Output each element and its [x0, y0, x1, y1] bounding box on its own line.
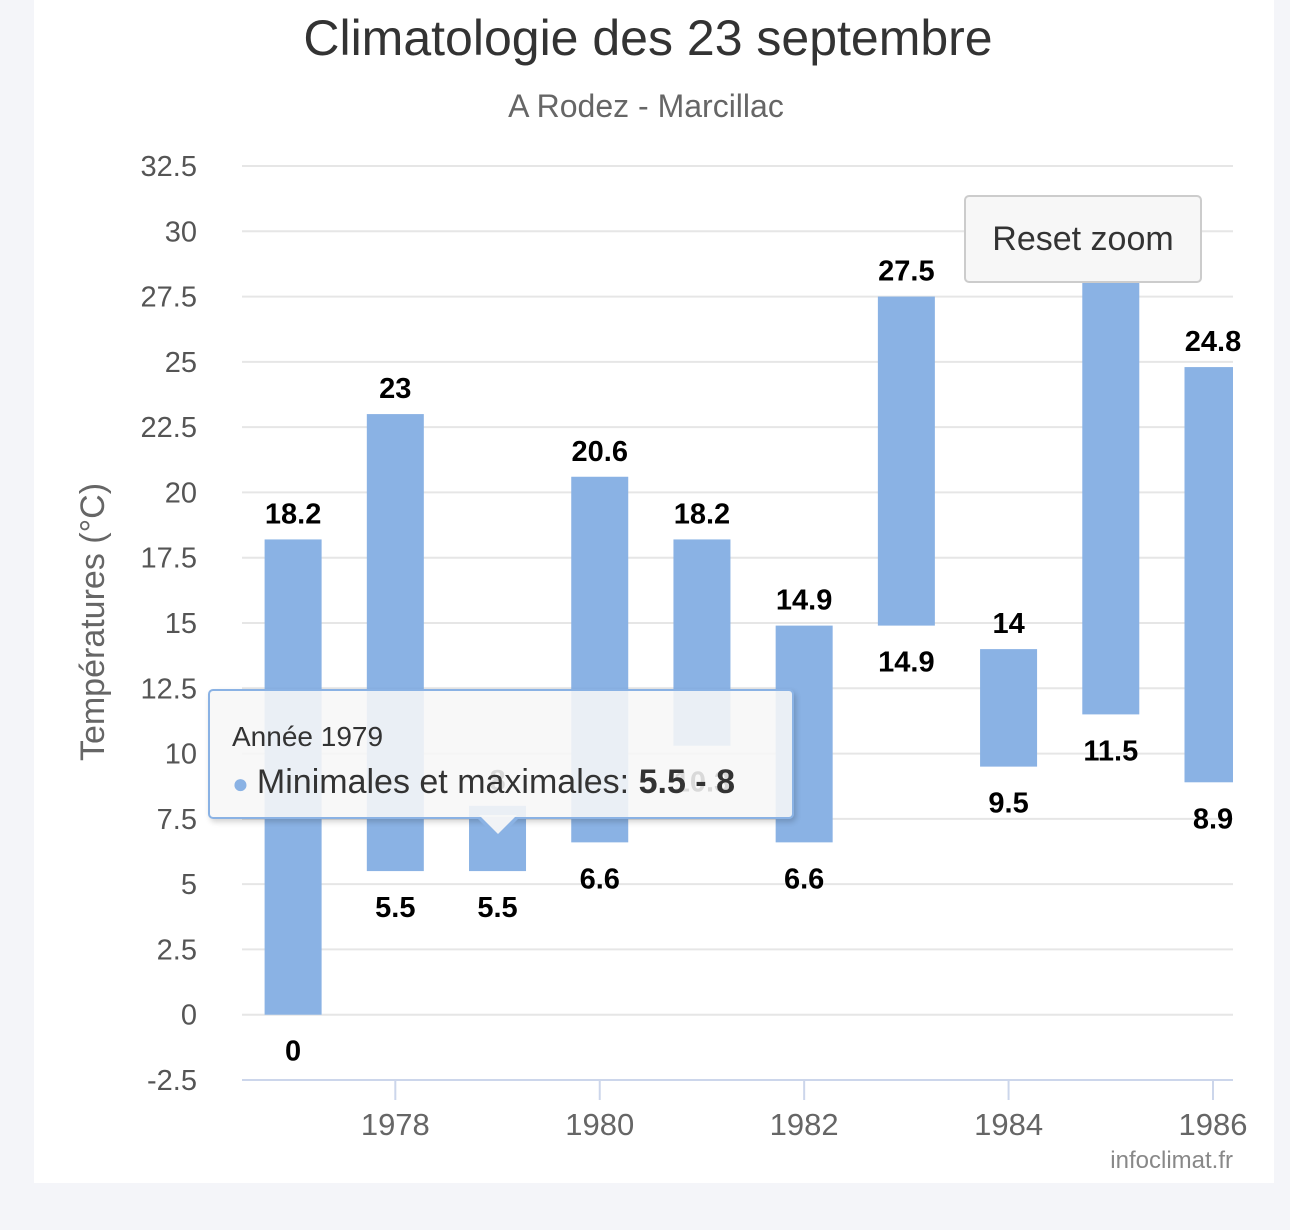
y-tick-label: 0: [181, 1000, 197, 1032]
range-bar: [877, 296, 935, 626]
y-tick-label: 17.5: [141, 543, 197, 575]
data-label-high: 14: [992, 608, 1024, 640]
data-labels: 18.20235.585.520.66.618.210.314.96.627.5…: [265, 190, 1241, 1067]
credit-link[interactable]: infoclimat.fr: [1110, 1147, 1233, 1174]
data-label-low: 6.6: [580, 863, 620, 895]
tooltip-pointer-fill: [479, 815, 517, 834]
series-marker-icon: ●: [232, 768, 249, 799]
data-label-high: 24.8: [1185, 326, 1241, 358]
data-label-high: 23: [379, 373, 411, 405]
y-tick-label: -2.5: [147, 1065, 197, 1097]
tooltip: Année 1979 ● Minimales et maximales: 5.5 …: [208, 689, 794, 819]
data-label-low: 5.5: [477, 892, 517, 924]
data-label-low: 9.5: [988, 788, 1028, 820]
range-bar: [1184, 367, 1233, 783]
data-label-high: 14.9: [776, 585, 832, 617]
tooltip-row: ● Minimales et maximales: 5.5 - 8: [232, 763, 735, 802]
data-label-low: 11.5: [1083, 735, 1138, 767]
y-tick-label: 32.5: [141, 151, 197, 183]
y-tick-label: 7.5: [157, 804, 197, 836]
x-tick-label: 1978: [361, 1107, 430, 1142]
reset-zoom-button[interactable]: Reset zoom: [964, 195, 1202, 283]
y-axis-title: Températures (°C): [74, 483, 112, 761]
range-bar: [980, 649, 1038, 767]
x-axis: 1978 1980 1982 1984 1986: [242, 1079, 1248, 1142]
data-label-high: 20.6: [572, 436, 628, 468]
tooltip-header: Année 1979: [232, 721, 384, 752]
data-label-low: 14.9: [878, 647, 934, 679]
y-tick-label: 25: [165, 347, 197, 379]
y-tick-label: 20: [165, 477, 197, 509]
y-tick-label: 10: [165, 739, 197, 771]
data-label-high: 18.2: [265, 498, 321, 530]
y-tick-label: 30: [165, 216, 197, 248]
y-axis-ticks: 32.5 30 27.5 25 22.5 20 17.5 15 12.5 10 7.5 5 2.5 0 -2…: [141, 151, 197, 1097]
data-label-low: 6.6: [784, 863, 824, 895]
y-tick-label: 22.5: [141, 412, 197, 444]
data-label-high: 18.2: [674, 498, 730, 530]
x-tick-label: 1984: [974, 1107, 1043, 1142]
y-tick-label: 15: [165, 608, 197, 640]
y-tick-label: 27.5: [141, 282, 197, 314]
range-bar: [1082, 231, 1140, 715]
data-label-low: 8.9: [1193, 803, 1233, 835]
tooltip-series-label: Minimales et maximales:: [256, 763, 630, 801]
chart-subtitle: A Rodez - Marcillac: [508, 88, 784, 124]
chart-title: Climatologie des 23 septembre: [303, 10, 992, 66]
y-tick-label: 12.5: [141, 673, 197, 705]
tooltip-value: 5.5 - 8: [638, 763, 735, 801]
data-label-low: 0: [285, 1036, 301, 1068]
x-tick-label: 1986: [1179, 1107, 1248, 1142]
y-tick-label: 2.5: [157, 934, 197, 966]
x-tick-label: 1980: [565, 1107, 634, 1142]
x-tick-label: 1982: [770, 1107, 839, 1142]
data-label-low: 5.5: [375, 892, 415, 924]
y-tick-label: 5: [181, 869, 197, 901]
data-label-high: 27.5: [878, 256, 934, 288]
